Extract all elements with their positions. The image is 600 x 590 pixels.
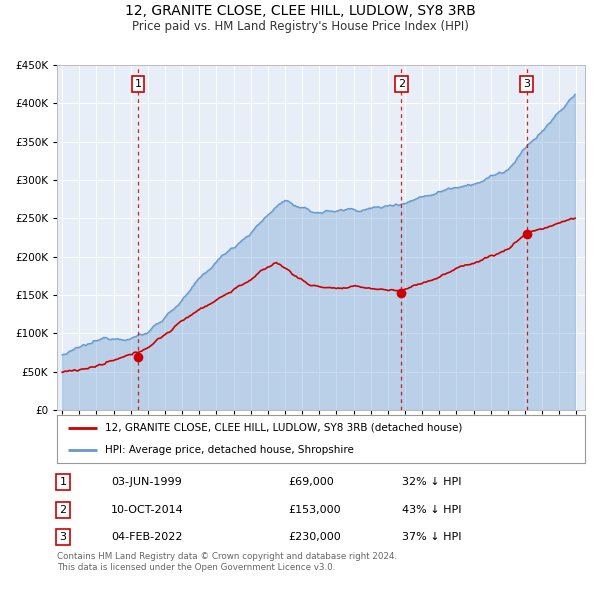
Text: 1: 1	[59, 477, 67, 487]
Text: 1: 1	[134, 79, 142, 89]
Text: £69,000: £69,000	[288, 477, 334, 487]
Text: Price paid vs. HM Land Registry's House Price Index (HPI): Price paid vs. HM Land Registry's House …	[131, 20, 469, 33]
Text: 12, GRANITE CLOSE, CLEE HILL, LUDLOW, SY8 3RB (detached house): 12, GRANITE CLOSE, CLEE HILL, LUDLOW, SY…	[104, 423, 462, 433]
Text: £153,000: £153,000	[288, 505, 341, 514]
Text: 03-JUN-1999: 03-JUN-1999	[111, 477, 182, 487]
Text: 10-OCT-2014: 10-OCT-2014	[111, 505, 184, 514]
Text: £230,000: £230,000	[288, 532, 341, 542]
Text: 04-FEB-2022: 04-FEB-2022	[111, 532, 182, 542]
Text: 43% ↓ HPI: 43% ↓ HPI	[402, 505, 461, 514]
Text: 12, GRANITE CLOSE, CLEE HILL, LUDLOW, SY8 3RB: 12, GRANITE CLOSE, CLEE HILL, LUDLOW, SY…	[125, 4, 475, 18]
Text: 3: 3	[523, 79, 530, 89]
Text: 37% ↓ HPI: 37% ↓ HPI	[402, 532, 461, 542]
Text: 2: 2	[398, 79, 405, 89]
Text: 2: 2	[59, 505, 67, 514]
Text: 32% ↓ HPI: 32% ↓ HPI	[402, 477, 461, 487]
Text: 3: 3	[59, 532, 67, 542]
Text: Contains HM Land Registry data © Crown copyright and database right 2024.
This d: Contains HM Land Registry data © Crown c…	[57, 552, 397, 572]
Text: HPI: Average price, detached house, Shropshire: HPI: Average price, detached house, Shro…	[104, 445, 353, 455]
